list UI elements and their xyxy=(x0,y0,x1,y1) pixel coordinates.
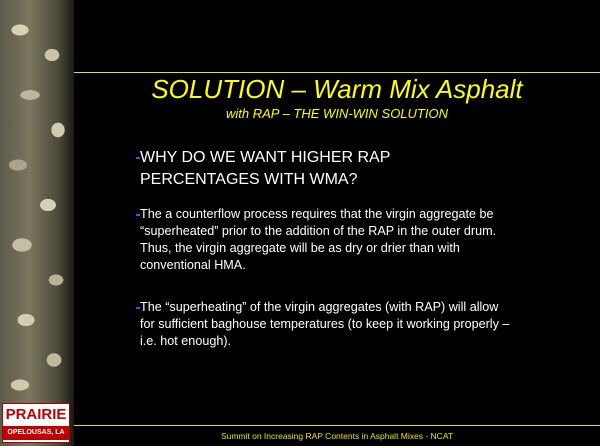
slide-subtitle: with RAP – THE WIN-WIN SOLUTION xyxy=(74,106,600,121)
bullet: The a counterflow process requires that … xyxy=(140,206,530,274)
bullet: The “superheating” of the virgin aggrega… xyxy=(140,299,510,350)
slide: SOLUTION – Warm Mix Asphalt with RAP – T… xyxy=(0,0,600,446)
aggregate-texture xyxy=(0,0,74,446)
top-rule xyxy=(74,72,600,73)
bullet: WHY DO WE WANT HIGHER RAP PERCENTAGES WI… xyxy=(140,147,440,191)
slide-title: SOLUTION – Warm Mix Asphalt xyxy=(74,74,600,105)
logo-name: PRAIRIE xyxy=(3,404,69,426)
footer: Summit on Increasing RAP Contents in Asp… xyxy=(74,431,600,441)
bottom-rule xyxy=(74,425,600,426)
logo-location: OPELOUSAS, LA xyxy=(3,426,69,440)
logo: PRAIRIE OPELOUSAS, LA xyxy=(2,403,70,443)
